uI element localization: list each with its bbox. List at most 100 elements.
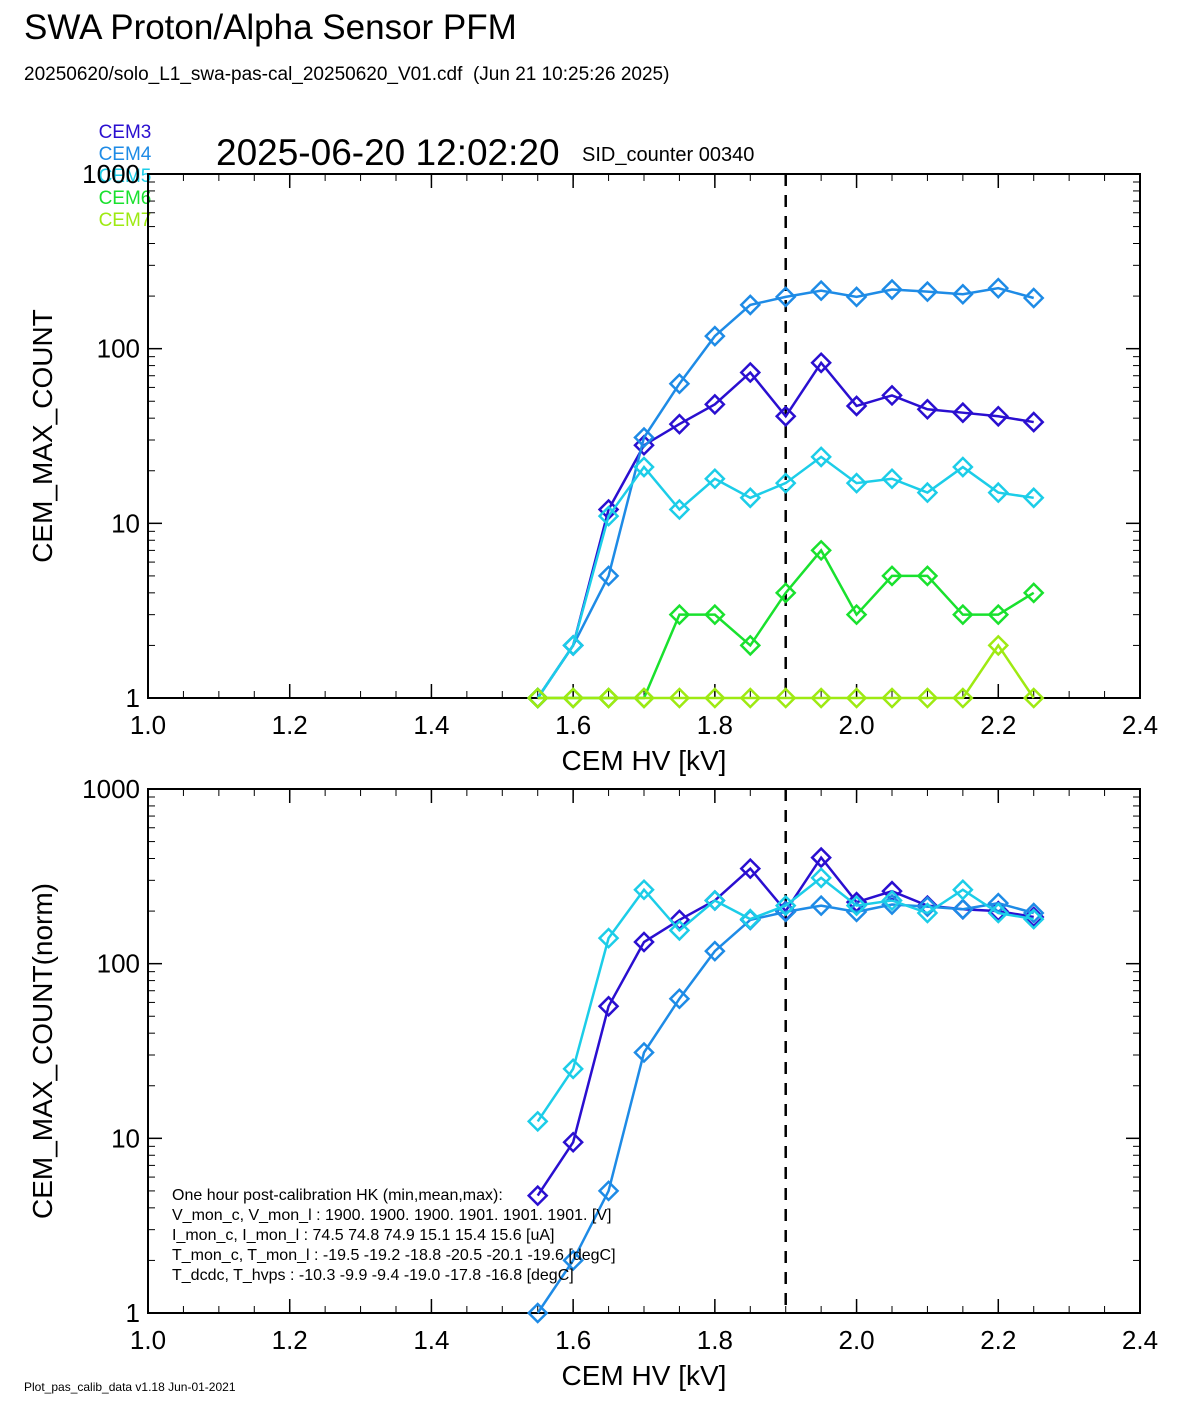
- x-tick-label: 2.4: [1122, 710, 1158, 740]
- data-point-cem5: [1022, 487, 1045, 509]
- legend-item-cem7: CEM7: [98, 210, 152, 231]
- data-point-cem5: [562, 1058, 584, 1080]
- data-point-cem6: [845, 603, 868, 626]
- hk-text-line: I_mon_c, I_mon_l : 74.5 74.8 74.9 15.1 1…: [172, 1227, 555, 1244]
- legend-item-cem6: CEM6: [98, 188, 152, 209]
- x-tick-label: 1.4: [413, 1325, 449, 1355]
- x-axis-label: CEM HV [kV]: [562, 1360, 727, 1391]
- x-tick-label: 2.4: [1122, 1325, 1158, 1355]
- data-point-cem3: [1022, 411, 1045, 433]
- x-tick-label: 1.0: [130, 1325, 166, 1355]
- data-point-cem6: [739, 634, 762, 657]
- chart-bottom: 1.0 1.2 1.4 1.6 1.8 2.0 2.2 2.4 1 10 100 1000 CEM HV…: [27, 775, 1158, 1391]
- x-tick-label: 1.6: [555, 710, 591, 740]
- data-point-cem3: [526, 1184, 549, 1207]
- y-tick-label: 100: [97, 334, 140, 364]
- chart-top: 1.0 1.2 1.4 1.6 1.8 2.0 2.2 2.4 1 10 100 1000 CEM HV…: [27, 160, 1158, 776]
- data-point-cem5: [668, 498, 691, 521]
- data-point-cem3: [987, 405, 1010, 428]
- data-point-cem5: [810, 867, 832, 889]
- data-point-cem4: [704, 940, 726, 962]
- hk-text-line: T_mon_c, T_mon_l : -19.5 -19.2 -18.8 -20…: [172, 1247, 616, 1264]
- data-point-cem3: [562, 1131, 584, 1153]
- data-point-cem5: [845, 472, 868, 494]
- y-tick-label: 1: [126, 683, 140, 713]
- data-point-cem4: [881, 278, 903, 301]
- data-point-cem5: [881, 467, 903, 490]
- legend-item-cem5: CEM5: [98, 166, 152, 187]
- data-point-cem3: [881, 384, 903, 407]
- data-point-cem5: [987, 902, 1010, 924]
- data-point-cem4: [845, 286, 868, 308]
- data-point-cem5: [952, 456, 974, 478]
- data-point-cem7: [810, 687, 832, 709]
- data-point-cem6: [810, 539, 832, 562]
- data-point-cem6: [916, 565, 939, 587]
- legend: CEM3 CEM4 CEM5 CEM6 CEM7: [88, 100, 173, 232]
- data-point-cem6: [774, 582, 797, 604]
- timestamp: 2025-06-20 12:02:20: [216, 132, 560, 173]
- data-point-cem7: [668, 687, 691, 709]
- sid-counter: SID_counter 00340: [582, 144, 755, 166]
- data-point-cem3: [739, 857, 762, 880]
- data-point-cem5: [916, 902, 939, 924]
- data-point-cem7: [704, 687, 726, 709]
- data-point-cem4: [916, 280, 939, 303]
- data-point-cem7: [633, 687, 655, 709]
- data-point-cem6: [1022, 582, 1045, 604]
- y-tick-label: 1000: [82, 775, 140, 804]
- y-tick-label: 100: [97, 949, 140, 979]
- data-point-cem3: [916, 398, 939, 421]
- data-point-cem7: [739, 687, 762, 709]
- data-point-cem4: [633, 426, 655, 449]
- data-point-cem3: [952, 401, 974, 424]
- file-subtitle: 20250620/solo_L1_swa-pas-cal_20250620_V0…: [24, 64, 670, 85]
- x-tick-label: 1.0: [130, 710, 166, 740]
- data-point-cem3: [774, 405, 797, 428]
- data-point-cem3: [704, 393, 726, 416]
- series-line-cem5: [536, 455, 1034, 699]
- series-line-cem4: [536, 901, 1035, 1314]
- data-point-cem6: [987, 603, 1010, 626]
- data-point-cem4: [739, 294, 762, 316]
- x-tick-label: 2.0: [838, 710, 874, 740]
- data-point-cem5: [774, 894, 797, 917]
- data-point-cem5: [668, 919, 691, 942]
- data-point-cem5: [597, 505, 620, 527]
- data-point-cem5: [633, 878, 655, 901]
- data-point-cem5: [526, 1110, 549, 1133]
- data-point-cem4: [526, 1302, 549, 1324]
- data-point-cem7: [562, 687, 584, 709]
- data-point-cem4: [810, 279, 832, 302]
- x-tick-label: 1.4: [413, 710, 449, 740]
- hk-text-line: T_dcdc, T_hvps : -10.3 -9.9 -9.4 -19.0 -…: [172, 1267, 574, 1284]
- data-point-cem5: [597, 927, 620, 949]
- hk-text-line: V_mon_c, V_mon_l : 1900. 1900. 1900. 190…: [172, 1207, 611, 1224]
- data-point-cem7: [1022, 687, 1045, 709]
- y-tick-label: 1000: [82, 160, 140, 189]
- legend-item-cem4: CEM4: [98, 144, 152, 165]
- data-point-cem3: [668, 413, 691, 435]
- data-point-cem3: [810, 846, 832, 869]
- data-point-cem3: [1022, 906, 1045, 928]
- y-tick-label: 10: [111, 1123, 140, 1153]
- data-point-cem4: [987, 277, 1010, 299]
- data-point-cem7: [774, 687, 797, 709]
- series-line-cem4: [536, 286, 1035, 699]
- data-point-cem3: [597, 995, 620, 1018]
- data-point-cem4: [952, 898, 974, 920]
- data-point-cem7: [597, 687, 620, 709]
- data-point-cem4: [704, 325, 726, 347]
- data-point-cem5: [633, 456, 655, 478]
- data-point-cem5: [952, 878, 974, 901]
- data-point-cem5: [739, 487, 762, 509]
- x-axis-label: CEM HV [kV]: [562, 745, 727, 776]
- y-tick-label: 1: [126, 1298, 140, 1328]
- data-point-cem4: [1022, 902, 1045, 924]
- data-point-cem6: [881, 565, 903, 587]
- page-title: SWA Proton/Alpha Sensor PFM: [24, 8, 517, 47]
- y-axis-label: CEM_MAX_COUNT: [27, 309, 58, 563]
- x-tick-label: 1.2: [272, 710, 308, 740]
- x-tick-label: 1.6: [555, 1325, 591, 1355]
- data-point-cem7: [952, 687, 974, 709]
